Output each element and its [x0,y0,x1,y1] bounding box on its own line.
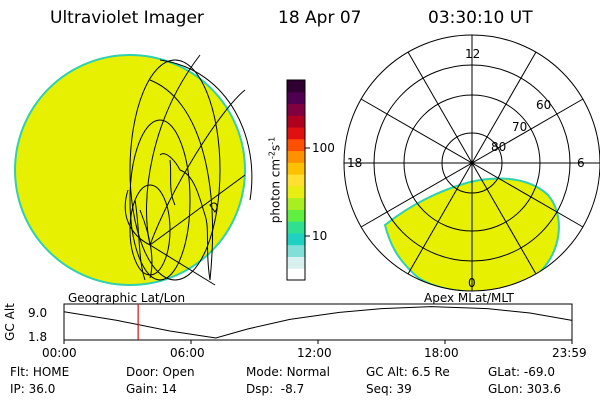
mlt-label-6: 6 [577,156,585,170]
timeline-x-ticks [63,340,573,344]
timeline-axis-label: GC Alt [3,303,17,341]
colorbar-swatch [287,256,305,269]
colorbar-label-10: 10 [312,229,328,243]
gcalt-field: GC Alt: 6.5 Re [366,365,450,379]
colorbar-swatch [287,197,305,210]
ip-field: IP: 36.0 [10,382,56,396]
colorbar-unit-label: photon cm-2s-1 [267,136,283,224]
colorbar [287,80,305,281]
mlat-label-60: 60 [536,98,552,112]
timeline-ytick-min: 1.8 [28,330,48,344]
door-field: Door: Open [126,365,195,379]
colorbar-swatch [287,221,305,234]
colorbar-swatch [287,268,305,281]
colorbar-swatch [287,150,305,163]
right-panel-caption: Apex MLat/MLT [424,291,514,305]
colorbar-swatch [287,80,305,93]
colorbar-swatch [287,103,305,116]
dsp-field: Dsp: -8.7 [246,382,305,396]
flt-field: Flt: HOME [10,365,70,379]
timeline-xtick-2359: 23:59 [552,346,587,360]
colorbar-swatch [287,244,305,257]
gain-field: Gain: 14 [126,382,177,396]
date-label: 18 Apr 07 [278,8,362,28]
mode-field: Mode: Normal [246,365,330,379]
instrument-title: Ultraviolet Imager [50,8,204,28]
colorbar-swatch [287,162,305,175]
left-panel-caption: Geographic Lat/Lon [68,291,186,305]
apex-polar-panel [343,34,600,292]
mlt-label-18: 18 [347,156,363,170]
geographic-grid-lines [124,54,253,286]
timeline-plot [63,303,573,344]
altitude-curve [63,306,573,339]
coastline-outline [134,153,218,281]
colorbar-swatch [287,185,305,199]
colorbar-label-100: 100 [312,141,335,155]
colorbar-swatch [287,174,305,187]
mlat-label-80: 80 [491,140,507,154]
mlt-label-0: 0 [468,276,476,290]
mlat-label-70: 70 [512,120,528,134]
glat-field: GLat: -69.0 [488,365,555,379]
colorbar-frame [286,79,306,281]
timeline-xtick-0600: 06:00 [170,346,205,360]
timeline-xtick-1800: 18:00 [424,346,459,360]
colorbar-swatch [287,232,305,246]
timeline-ytick-max: 9.0 [28,306,48,320]
colorbar-swatch [287,127,305,140]
seq-field: Seq: 39 [366,382,412,396]
polar-grid [343,34,600,292]
timeline-xtick-1200: 12:00 [297,346,332,360]
time-label: 03:30:10 UT [428,8,533,28]
mlt-label-12: 12 [465,47,481,61]
timeline-xtick-0000: 00:00 [42,346,77,360]
colorbar-swatch [287,115,305,128]
colorbar-swatch [287,138,305,152]
colorbar-swatch [287,209,305,222]
glon-field: GLon: 303.6 [488,382,561,396]
colorbar-swatch [287,91,305,105]
